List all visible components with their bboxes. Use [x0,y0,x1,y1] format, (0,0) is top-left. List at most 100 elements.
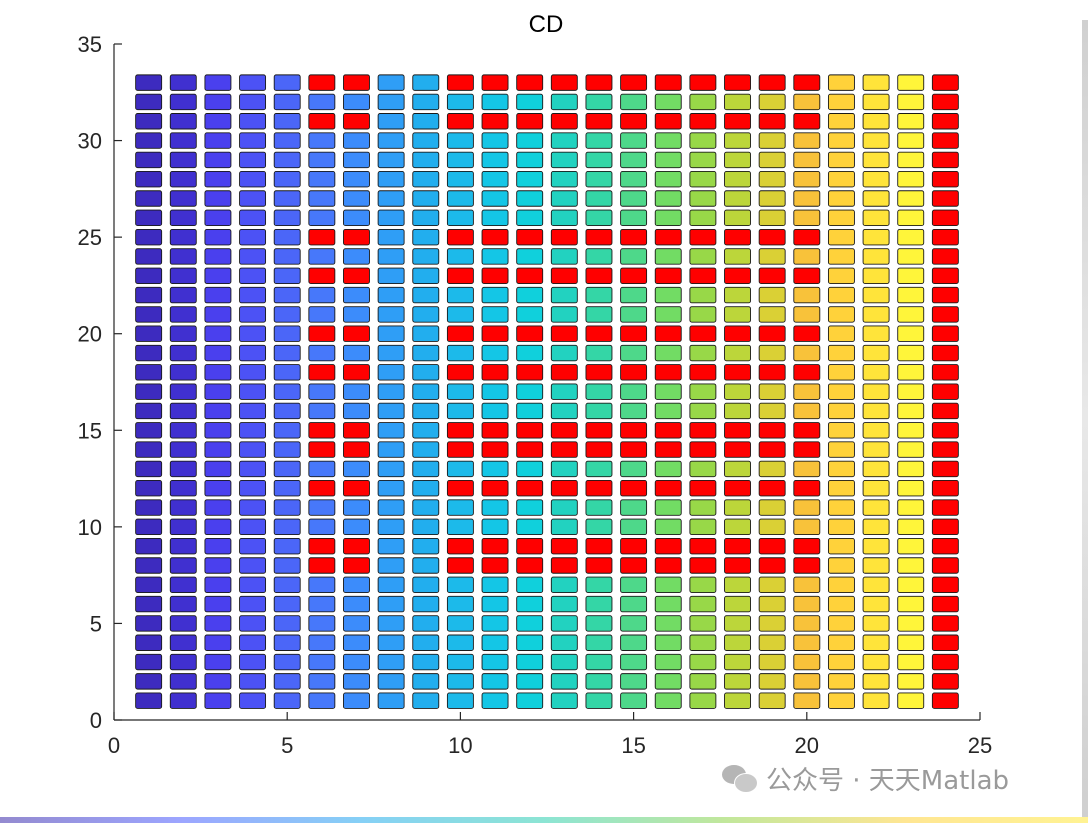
cell-x24-y32 [931,93,959,111]
cell-x20-y31 [793,113,821,130]
cell-x14-y2 [585,673,613,690]
cell-x23-y30 [897,132,925,149]
cell-x16-y1 [654,692,682,709]
cell-x15-y33 [620,74,648,91]
cell-x24-y11 [931,499,959,516]
cell-x16-y13 [654,460,682,478]
cell-x5-y32 [273,93,301,111]
cell-x21-y4 [827,634,855,651]
cell-x18-y4 [724,634,751,651]
cell-x9-y30 [412,132,440,149]
cell-x15-y18 [620,364,648,381]
cell-x13-y4 [550,634,578,651]
cell-x4-y1 [239,692,267,709]
cell-x20-y21 [793,306,821,323]
cell-x2-y13 [169,460,197,478]
cell-x19-y19 [758,344,786,362]
cell-x21-y8 [827,557,855,574]
cell-x12-y16 [516,402,544,420]
cell-x10-y11 [446,499,474,516]
cell-x12-y2 [516,673,544,690]
cell-x21-y5 [827,615,855,632]
cell-x6-y32 [308,93,336,111]
cell-x20-y22 [793,286,821,304]
cell-x13-y9 [550,537,578,555]
x-tick-label: 10 [448,733,472,758]
cell-x24-y27 [931,190,959,207]
cell-x22-y12 [862,480,890,497]
cell-x17-y28 [689,170,717,188]
cell-x8-y33 [377,74,405,91]
cell-x17-y6 [689,595,717,613]
cell-x24-y21 [931,306,959,323]
cell-x19-y30 [758,132,786,149]
cell-x18-y1 [724,692,751,709]
cell-x22-y7 [862,576,890,593]
cell-x20-y33 [793,74,821,91]
cell-x3-y6 [204,595,232,613]
cell-x19-y27 [758,190,786,207]
cell-x1-y5 [135,615,163,632]
cell-x5-y23 [273,267,301,284]
cell-x21-y24 [827,248,855,265]
cell-x15-y21 [620,306,648,323]
cell-x4-y24 [239,248,267,265]
cell-x4-y2 [239,673,267,690]
cell-x17-y3 [689,653,717,671]
cell-x12-y13 [516,460,544,478]
cell-x21-y13 [827,460,855,478]
cell-x7-y4 [343,634,370,651]
cell-x4-y23 [239,267,267,284]
cell-x16-y3 [654,653,682,671]
cell-x19-y12 [758,480,786,497]
cell-x12-y25 [516,228,544,246]
cell-x21-y15 [827,422,855,439]
cell-x1-y26 [135,209,163,227]
cell-x14-y29 [585,151,613,169]
cell-x8-y18 [377,364,405,381]
cell-x12-y7 [516,576,544,593]
cell-x15-y9 [620,537,648,555]
cell-x15-y30 [620,132,648,149]
cell-x22-y33 [862,74,890,91]
cell-x6-y23 [308,267,336,284]
cell-x5-y1 [273,692,301,709]
cell-x8-y30 [377,132,405,149]
cell-x14-y18 [585,364,613,381]
cell-x18-y28 [724,170,751,188]
cell-x17-y19 [689,344,717,362]
cell-x15-y15 [620,422,648,439]
cell-x6-y15 [308,422,336,439]
cell-x16-y22 [654,286,682,304]
cell-x5-y14 [273,441,301,458]
cell-x24-y22 [931,286,959,304]
cell-x7-y31 [343,113,370,130]
cell-x8-y7 [377,576,405,593]
cell-x17-y13 [689,460,717,478]
cell-x6-y14 [308,441,336,458]
cell-x10-y30 [446,132,474,149]
cell-x23-y14 [897,441,925,458]
cell-x6-y22 [308,286,336,304]
cell-x8-y3 [377,653,405,671]
cell-x6-y28 [308,170,336,188]
cell-x22-y5 [862,615,890,632]
cell-x21-y16 [827,402,855,420]
cell-x24-y15 [931,422,959,439]
y-tick-label: 0 [90,708,102,733]
cell-x19-y15 [758,422,786,439]
cell-x10-y7 [446,576,474,593]
cell-x13-y3 [550,653,578,671]
cell-x11-y18 [481,364,509,381]
cell-x10-y10 [446,518,474,536]
cell-x21-y17 [827,383,855,400]
cell-x19-y16 [758,402,786,420]
cell-x10-y5 [446,615,474,632]
cell-x18-y7 [724,576,751,593]
cell-x24-y24 [931,248,959,265]
cell-x22-y22 [862,286,890,304]
cell-x1-y22 [135,286,163,304]
cell-x2-y33 [169,74,197,91]
cell-x19-y4 [758,634,786,651]
